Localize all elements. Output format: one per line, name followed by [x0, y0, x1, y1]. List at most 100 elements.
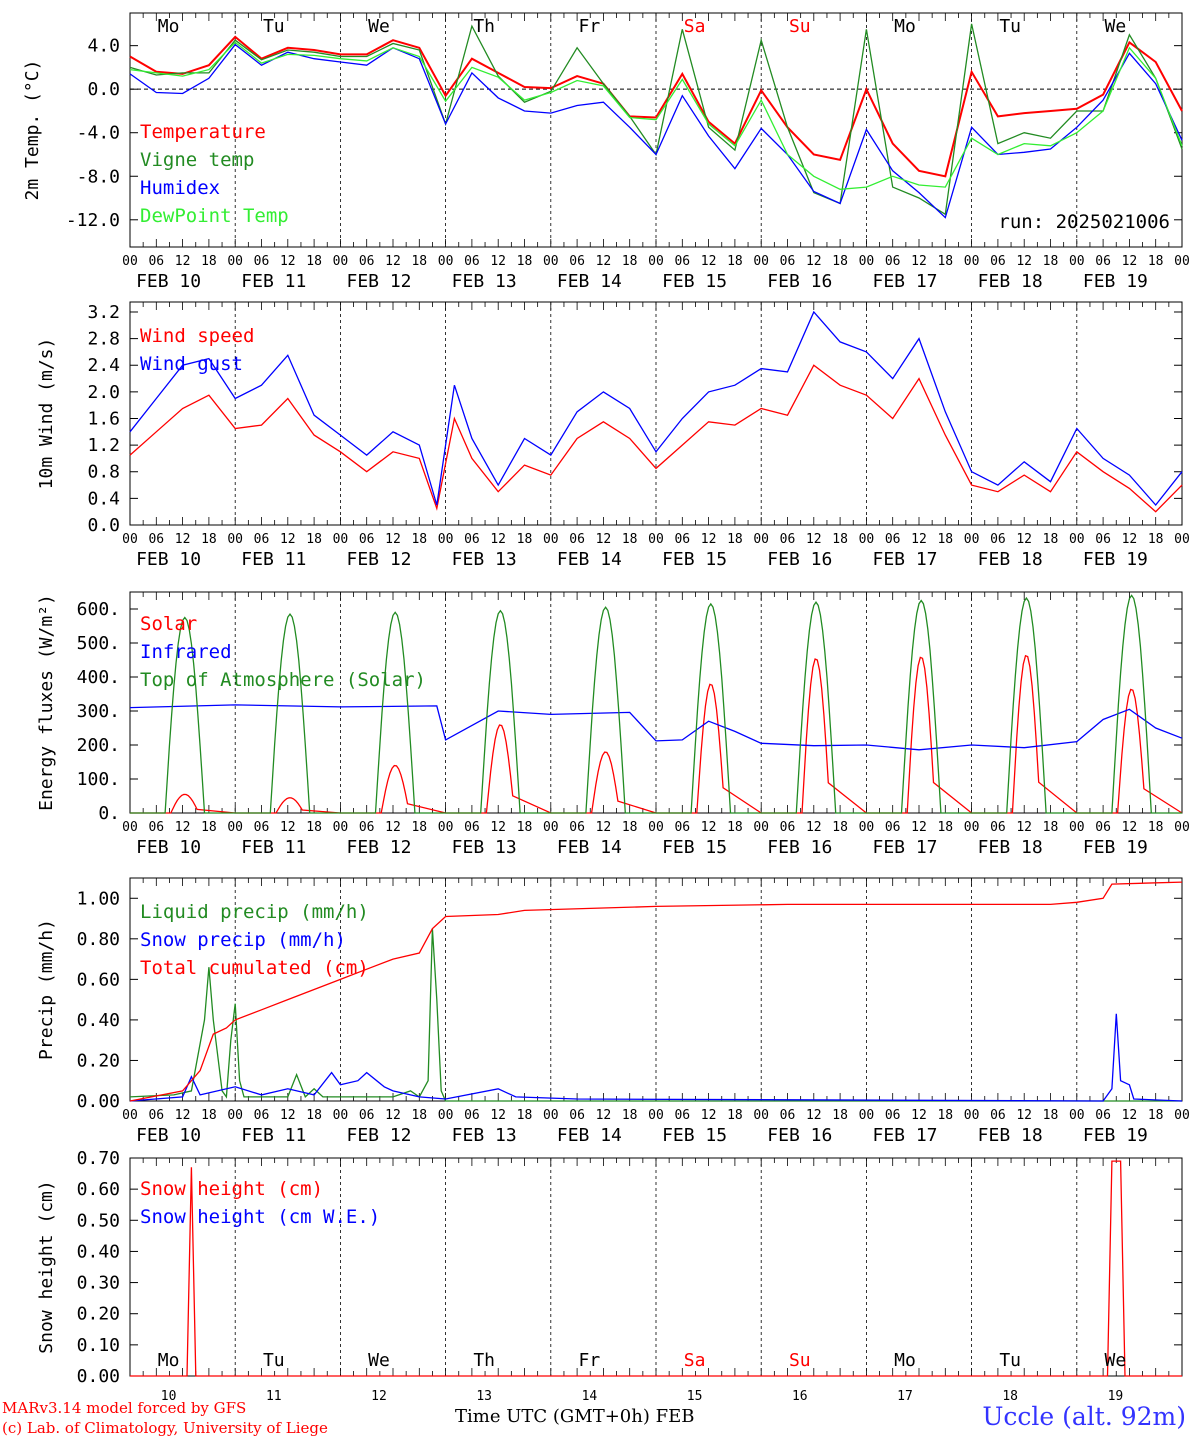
- hour-tick-label: 06: [359, 532, 375, 547]
- panel-2: [129, 301, 1183, 526]
- weekday-label: Mo: [158, 1350, 180, 1371]
- legend-entry: Humidex: [140, 177, 220, 199]
- y-tick-label: 0.40: [77, 1241, 120, 1262]
- y-tick-label: 300.: [77, 701, 120, 722]
- y-tick-label: 0.40: [77, 1010, 120, 1031]
- hour-tick-label: 00: [1174, 254, 1190, 269]
- hour-tick-label: 18: [832, 1108, 848, 1123]
- date-label: FEB 15: [662, 271, 727, 292]
- time-axis-label: Time UTC (GMT+0h) FEB: [455, 1406, 695, 1427]
- weekday-label: Tu: [999, 16, 1021, 37]
- hour-tick-label: 00: [438, 254, 454, 269]
- hour-tick-label: 06: [254, 254, 270, 269]
- y-tick-label: 0.8: [87, 462, 120, 483]
- hour-tick-label: 00: [859, 820, 875, 835]
- y-axis-label: Energy fluxes (W/m²): [36, 594, 57, 811]
- day-number-label: 16: [792, 1389, 808, 1404]
- hour-tick-label: 00: [333, 532, 349, 547]
- hour-tick-label: 18: [1043, 820, 1059, 835]
- hour-tick-label: 06: [569, 254, 585, 269]
- hour-tick-label: 00: [964, 532, 980, 547]
- weekday-label: Sa: [684, 16, 706, 37]
- y-tick-label: 1.2: [87, 435, 120, 456]
- series-line-2: [130, 594, 1182, 814]
- date-label: FEB 10: [136, 837, 201, 858]
- legend-entry: Wind gust: [140, 353, 243, 375]
- hour-tick-label: 12: [911, 532, 927, 547]
- hour-tick-label: 00: [648, 1108, 664, 1123]
- day-number-label: 13: [476, 1389, 492, 1404]
- y-axis-label: 2m Temp. (°C): [22, 60, 43, 201]
- hour-tick-label: 12: [911, 254, 927, 269]
- y-tick-label: 200.: [77, 735, 120, 756]
- hour-tick-label: 06: [359, 254, 375, 269]
- hour-tick-label: 06: [885, 820, 901, 835]
- station-label: Uccle (alt. 92m): [982, 1402, 1186, 1431]
- hour-tick-label: 12: [911, 1108, 927, 1123]
- hour-tick-label: 18: [937, 1108, 953, 1123]
- run-label: run: 2025021006: [998, 211, 1170, 233]
- date-label: FEB 15: [662, 1125, 727, 1146]
- hour-tick-label: 18: [517, 532, 533, 547]
- hour-tick-label: 00: [1069, 820, 1085, 835]
- hour-tick-label: 18: [937, 820, 953, 835]
- hour-tick-label: 12: [1016, 254, 1032, 269]
- hour-tick-label: 18: [1148, 1108, 1164, 1123]
- panel-1: [129, 12, 1183, 248]
- hour-tick-label: 18: [306, 1108, 322, 1123]
- y-tick-label: 0.4: [87, 488, 120, 509]
- legend-entry: Infrared: [140, 641, 232, 663]
- hour-tick-label: 12: [490, 532, 506, 547]
- series-line-1: [129, 704, 1183, 751]
- series-line-0: [129, 928, 1182, 1102]
- y-axis-label: Snow height (cm): [36, 1180, 57, 1353]
- hour-tick-label: 06: [464, 1108, 480, 1123]
- hour-tick-label: 18: [622, 1108, 638, 1123]
- hour-tick-label: 06: [1095, 1108, 1111, 1123]
- hour-tick-label: 12: [1016, 532, 1032, 547]
- hour-tick-label: 00: [333, 820, 349, 835]
- hour-tick-label: 18: [622, 532, 638, 547]
- hour-tick-label: 12: [596, 532, 612, 547]
- weekday-label: Su: [789, 16, 811, 37]
- hour-tick-label: 18: [1043, 1108, 1059, 1123]
- y-tick-label: 500.: [77, 633, 120, 654]
- y-tick-label: 0.00: [77, 1366, 120, 1387]
- hour-tick-label: 06: [674, 820, 690, 835]
- hour-tick-label: 18: [1043, 532, 1059, 547]
- weekday-label: Th: [473, 1350, 495, 1371]
- hour-tick-label: 00: [859, 1108, 875, 1123]
- hour-tick-label: 18: [727, 1108, 743, 1123]
- panel-5: [129, 1157, 1183, 1377]
- y-tick-label: 0.: [98, 803, 120, 824]
- hour-tick-label: 18: [1043, 254, 1059, 269]
- weekday-label: Fr: [579, 16, 601, 37]
- y-tick-label: 3.2: [87, 302, 120, 323]
- hour-tick-label: 12: [385, 1108, 401, 1123]
- weekday-label: We: [368, 16, 390, 37]
- hour-tick-label: 00: [543, 254, 559, 269]
- date-label: FEB 10: [136, 549, 201, 570]
- hour-tick-label: 12: [806, 820, 822, 835]
- hour-tick-label: 18: [832, 254, 848, 269]
- date-label: FEB 14: [557, 837, 622, 858]
- hour-tick-label: 12: [280, 820, 296, 835]
- y-tick-label: 0.10: [77, 1335, 120, 1356]
- hour-tick-label: 00: [227, 1108, 243, 1123]
- hour-tick-label: 12: [385, 532, 401, 547]
- hour-tick-label: 12: [280, 254, 296, 269]
- hour-tick-label: 00: [964, 1108, 980, 1123]
- hour-tick-label: 06: [148, 254, 164, 269]
- date-label: FEB 18: [978, 271, 1043, 292]
- credit-lab: (c) Lab. of Climatology, University of L…: [2, 1419, 328, 1437]
- hour-tick-label: 12: [596, 254, 612, 269]
- y-tick-label: 2.8: [87, 329, 120, 350]
- y-axis-label: 10m Wind (m/s): [36, 338, 57, 490]
- hour-tick-label: 00: [543, 820, 559, 835]
- date-label: FEB 17: [872, 837, 937, 858]
- hour-tick-label: 00: [648, 820, 664, 835]
- hour-tick-label: 18: [622, 254, 638, 269]
- weekday-label: We: [1105, 1350, 1127, 1371]
- hour-tick-label: 00: [1069, 254, 1085, 269]
